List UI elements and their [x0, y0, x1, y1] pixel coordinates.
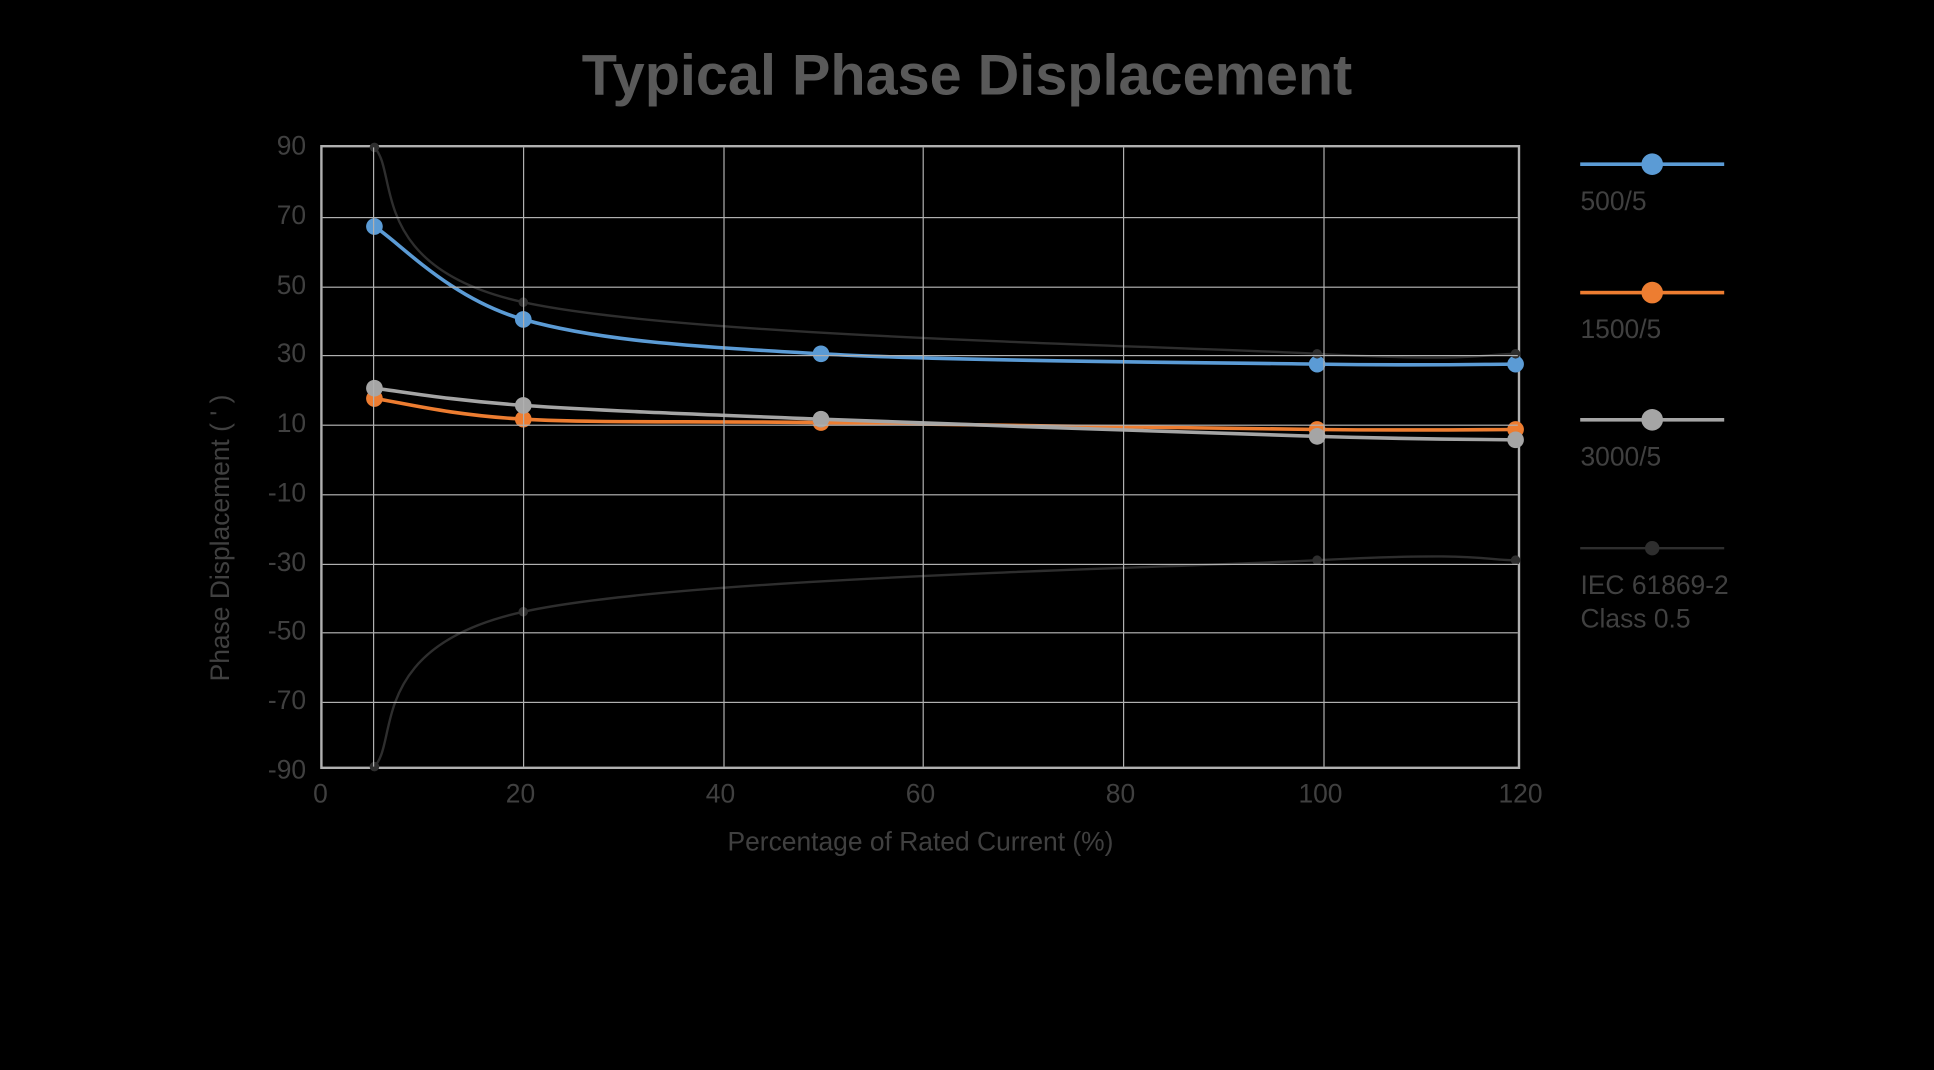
legend-label: 1500/5 — [1580, 313, 1728, 347]
legend-swatch — [1580, 279, 1724, 305]
legend-label: 500/5 — [1580, 185, 1728, 219]
x-axis-ticks: 020406080100120 — [320, 779, 1520, 815]
x-tick-label: 40 — [706, 779, 735, 810]
series-line — [375, 556, 1516, 766]
x-tick-label: 60 — [906, 779, 935, 810]
series-marker — [1313, 349, 1323, 359]
x-tick-label: 20 — [506, 779, 535, 810]
grid-horizontal — [323, 702, 1518, 703]
grid-vertical — [1123, 147, 1124, 766]
grid-horizontal — [323, 355, 1518, 356]
legend-label: 3000/5 — [1580, 440, 1728, 474]
y-tick-label: -50 — [268, 616, 306, 647]
y-tick-label: -10 — [268, 477, 306, 508]
grid-horizontal — [323, 217, 1518, 218]
x-tick-label: 120 — [1498, 779, 1542, 810]
chart-title: Typical Phase Displacement — [31, 43, 1903, 109]
legend-swatch — [1580, 535, 1724, 561]
y-tick-label: -90 — [268, 755, 306, 786]
y-tick-label: -30 — [268, 547, 306, 578]
x-tick-label: 0 — [313, 779, 328, 810]
y-axis-ticks: 9070503010-10-30-50-70-90 — [248, 145, 320, 769]
legend-swatch — [1580, 151, 1724, 177]
series-marker — [1508, 431, 1525, 448]
series-marker — [813, 345, 830, 362]
y-tick-label: 50 — [277, 269, 306, 300]
y-tick-label: 30 — [277, 339, 306, 370]
series-marker — [366, 218, 383, 235]
series-marker — [370, 762, 380, 772]
x-tick-label: 80 — [1106, 779, 1135, 810]
grid-vertical — [923, 147, 924, 766]
legend-item: 500/5 — [1580, 151, 1728, 219]
grid-vertical — [1323, 147, 1324, 766]
grid-horizontal — [323, 563, 1518, 564]
legend-marker — [1645, 541, 1659, 555]
legend-marker — [1642, 153, 1664, 175]
chart-container: Typical Phase Displacement Phase Displac… — [31, 43, 1903, 1027]
legend-item: 3000/5 — [1580, 407, 1728, 475]
series-marker — [366, 380, 383, 397]
legend-item: 1500/5 — [1580, 279, 1728, 347]
y-tick-label: -70 — [268, 685, 306, 716]
grid-horizontal — [323, 633, 1518, 634]
series-line — [375, 227, 1516, 365]
series-line — [375, 388, 1516, 440]
chart-body: Phase Displacement ( ' ) 9070503010-10-3… — [31, 145, 1903, 858]
x-axis-label: Percentage of Rated Current (%) — [320, 827, 1520, 858]
x-tick-label: 100 — [1298, 779, 1342, 810]
legend-marker — [1642, 409, 1664, 431]
grid-vertical — [723, 147, 724, 766]
series-marker — [1511, 349, 1521, 359]
grid-vertical — [523, 147, 524, 766]
legend-label: IEC 61869-2 Class 0.5 — [1580, 568, 1728, 637]
y-tick-label: 10 — [277, 408, 306, 439]
grid-vertical — [373, 147, 374, 766]
legend-swatch — [1580, 407, 1724, 433]
series-marker — [370, 143, 380, 153]
grid-horizontal — [323, 425, 1518, 426]
plot-svg — [323, 147, 1518, 766]
plot-column: 020406080100120 Percentage of Rated Curr… — [320, 145, 1520, 858]
y-tick-label: 70 — [277, 200, 306, 231]
y-axis-label: Phase Displacement ( ' ) — [205, 322, 236, 681]
grid-horizontal — [323, 286, 1518, 287]
legend-marker — [1642, 281, 1664, 303]
grid-horizontal — [323, 494, 1518, 495]
legend-item: IEC 61869-2 Class 0.5 — [1580, 535, 1728, 637]
legend: 500/5 1500/5 3000/5 IEC 61869-2 Class 0.5 — [1580, 145, 1728, 637]
y-tick-label: 90 — [277, 131, 306, 162]
plot-area — [320, 145, 1520, 769]
